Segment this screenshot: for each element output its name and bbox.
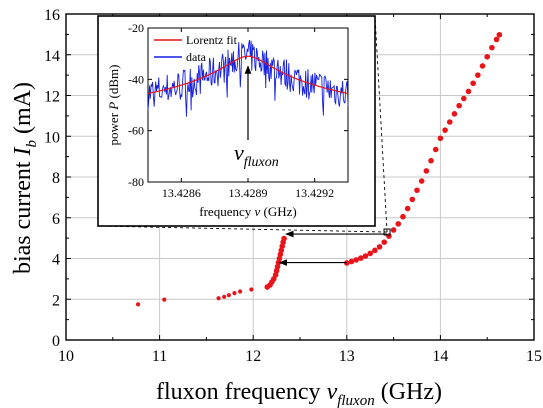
data-point (135, 302, 141, 307)
data-point (470, 80, 476, 87)
data-point (348, 258, 355, 265)
data-point (372, 247, 378, 254)
x-tick-label: 10 (58, 348, 74, 365)
y-tick-label: 4 (52, 252, 60, 269)
data-point (418, 178, 425, 184)
data-point (281, 235, 287, 242)
data-point (414, 187, 420, 194)
inset-legend: Lorentz fit data (154, 33, 238, 64)
inset-x-tick-label: 13.4289 (229, 186, 268, 200)
data-point (475, 72, 481, 78)
data-point (446, 119, 453, 125)
data-point (465, 88, 472, 95)
data-point (404, 205, 411, 212)
data-point (358, 255, 364, 261)
y-tick-label: 8 (52, 170, 60, 187)
x-tick-label: 12 (245, 348, 261, 365)
y-tick-label: 12 (44, 89, 60, 106)
inset-spectrum (147, 39, 349, 117)
inset-y-tick-label: -60 (128, 124, 144, 138)
main-axis-ticks: 10 11 12 13 14 15 0 2 4 6 8 10 12 14 16 (44, 7, 542, 365)
x-tick-label: 11 (152, 348, 167, 365)
main-x-axis-label: fluxon frequency νfluxon (GHz) (156, 379, 442, 408)
x-tick-label: 14 (432, 348, 448, 365)
data-point (428, 157, 434, 164)
inset-y-tick-label: -40 (128, 72, 144, 86)
inset-peak-annotation: νfluxon (234, 65, 279, 170)
inset-box (97, 15, 376, 227)
data-point (423, 168, 430, 174)
data-point (496, 31, 503, 38)
data-point (222, 294, 227, 299)
data-trace (147, 39, 349, 117)
y-tick-label: 6 (52, 211, 60, 228)
legend-label: data (186, 50, 207, 64)
main-y-axis-label: bias current Ib (mA) (10, 82, 40, 274)
data-point (432, 146, 439, 153)
main-jump-arrows (278, 230, 388, 266)
data-point (376, 244, 383, 250)
data-point (451, 111, 458, 117)
data-point (437, 135, 444, 142)
data-point (442, 127, 448, 133)
data-point (479, 63, 486, 69)
inset-y-tick-label: -80 (128, 175, 144, 189)
data-point (390, 227, 397, 233)
legend-label: Lorentz fit (186, 33, 238, 47)
y-tick-label: 16 (44, 7, 60, 24)
data-point (409, 196, 416, 203)
data-point (353, 257, 359, 263)
data-point (367, 250, 374, 257)
data-point (381, 239, 388, 245)
data-point (493, 36, 500, 43)
peak-label: νfluxon (234, 140, 279, 170)
data-point (232, 291, 237, 296)
inset-x-axis-label: frequency ν (GHz) (199, 204, 296, 219)
data-point (249, 287, 254, 292)
x-tick-label: 15 (526, 348, 542, 365)
inset-y-axis-label: power P (dBm) (106, 65, 121, 146)
data-point (226, 293, 231, 298)
lorentz-fit-trace (147, 55, 349, 95)
y-tick-label: 2 (52, 292, 60, 309)
main-data-points (135, 31, 503, 307)
inset-x-tick-label: 13.4286 (162, 186, 201, 200)
y-tick-label: 10 (44, 129, 60, 146)
data-point (362, 253, 369, 259)
data-point (237, 289, 243, 294)
inset-y-tick-label: -20 (128, 21, 144, 35)
y-tick-label: 14 (44, 48, 60, 65)
inset-axis-ticks: 13.4286 13.4289 13.4292 -20 -40 -60 -80 (128, 21, 348, 200)
data-point (400, 213, 406, 220)
data-point (484, 53, 491, 60)
zoom-line (97, 225, 388, 233)
data-point (461, 95, 467, 102)
data-point (162, 297, 167, 302)
data-point (489, 44, 495, 51)
data-point (456, 102, 462, 109)
zoom-connector-lines (97, 15, 391, 236)
zoom-line (374, 15, 388, 233)
x-tick-label: 13 (339, 348, 355, 365)
data-point (216, 296, 221, 301)
data-point (395, 221, 402, 227)
y-tick-label: 0 (52, 333, 60, 350)
inset-x-tick-label: 13.4292 (295, 186, 334, 200)
